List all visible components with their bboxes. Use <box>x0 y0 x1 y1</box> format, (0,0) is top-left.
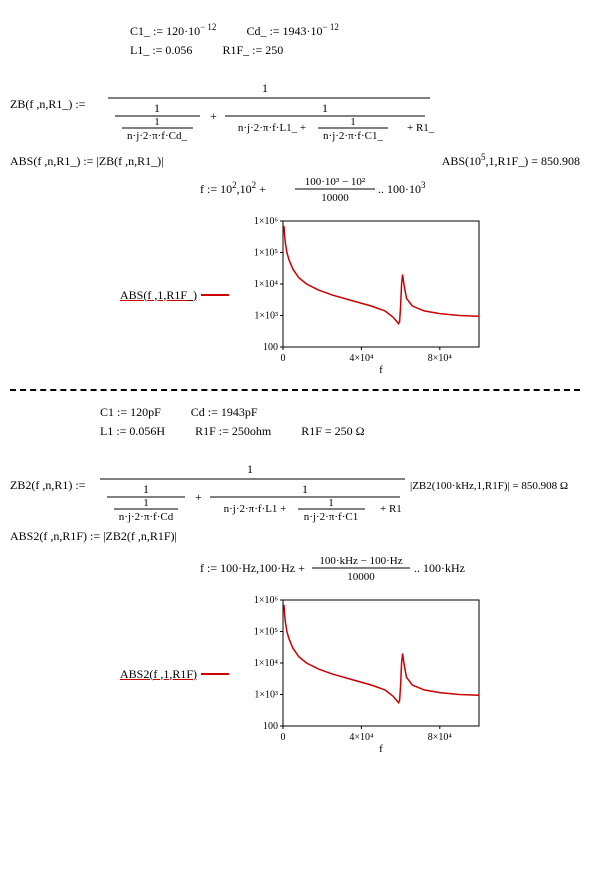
svg-text:1: 1 <box>247 462 253 476</box>
zb2-eval: |ZB2(100·kHz,1,R1F)| = 850.908 Ω <box>410 480 568 492</box>
svg-text:1×10⁶: 1×10⁶ <box>254 216 279 227</box>
cd-def2: Cd := 1943pF <box>191 405 258 420</box>
zb-right-mid: n·j·2·π·f·L1_ + <box>238 122 306 134</box>
zb-left-bot: n·j·2·π·f·Cd_ <box>127 130 187 142</box>
svg-text:1×10⁵: 1×10⁵ <box>254 248 278 259</box>
zb-left-inner-top: 1 <box>154 116 160 128</box>
svg-text:1: 1 <box>143 482 149 496</box>
plot2-legend-label: ABS2(f ,1,R1F) <box>120 667 197 682</box>
cd-exp: − 12 <box>323 22 339 32</box>
svg-text:f := 102,102 +: f := 102,102 + <box>200 180 266 196</box>
svg-text:0: 0 <box>281 732 286 743</box>
fdef1-svg: f := 102,102 + 100·10³ − 10² 10000 .. 10… <box>200 173 460 207</box>
r1f-def2: R1F := 250ohm <box>195 424 271 439</box>
svg-text:8×10⁴: 8×10⁴ <box>428 732 453 743</box>
svg-text:100: 100 <box>263 721 278 732</box>
svg-text:100: 100 <box>263 342 278 353</box>
svg-text:10000: 10000 <box>321 192 349 204</box>
svg-text:n·j·2·π·f·L1 +: n·j·2·π·f·L1 + <box>224 503 287 515</box>
svg-text:1×10⁵: 1×10⁵ <box>254 627 278 638</box>
svg-text:.. 100·kHz: .. 100·kHz <box>414 561 465 575</box>
l1-def2: L1 := 0.056H <box>100 424 165 439</box>
fdef2-svg: f := 100·Hz,100·Hz + 100·kHz − 100·Hz 10… <box>200 552 500 586</box>
svg-text:f: f <box>379 364 383 375</box>
cd-def: Cd_ := 1943·10− 12 <box>246 22 338 39</box>
svg-text:+ R1: + R1 <box>380 503 402 515</box>
f-def-2: f := 100·Hz,100·Hz + 100·kHz − 100·Hz 10… <box>200 552 580 586</box>
f-def-1: f := 102,102 + 100·10³ − 10² 10000 .. 10… <box>200 173 580 207</box>
svg-text:1×10⁶: 1×10⁶ <box>254 595 279 606</box>
l1-def: L1_ := 0.056 <box>130 43 192 58</box>
svg-text:4×10⁴: 4×10⁴ <box>349 732 374 743</box>
svg-text:+: + <box>195 490 202 504</box>
svg-text:1: 1 <box>328 497 334 509</box>
svg-text:n·j·2·π·f·C1: n·j·2·π·f·C1 <box>304 511 358 523</box>
zb2-formula-svg: ZB2(f ,n,R1) := 1 1 1 n·j·2·π·f·Cd + 1 n… <box>10 447 410 525</box>
zb-plus: + <box>210 109 217 123</box>
zb-formula-svg: ZB(f ,n,R1_) := 1 1 1 n·j·2·π·f·Cd_ + 1 … <box>10 66 440 144</box>
zb-num: 1 <box>262 81 268 95</box>
abs-eval: ABS(105,1,R1F_) = 850.908 <box>442 152 580 169</box>
svg-text:f: f <box>379 743 383 754</box>
svg-text:8×10⁴: 8×10⁴ <box>428 353 453 364</box>
plot2: 1×10⁶ 1×10⁵ 1×10⁴ 1×10³ 1000 4×10⁴ 8×10⁴ f <box>235 594 485 754</box>
svg-text:4×10⁴: 4×10⁴ <box>349 353 374 364</box>
svg-text:100·kHz − 100·Hz: 100·kHz − 100·Hz <box>319 555 402 567</box>
cd-text: Cd_ := 1943·10 <box>246 24 322 38</box>
zb-right-inner-top: 1 <box>350 116 356 128</box>
abs-def: ABS(f ,n,R1_) := |ZB(f ,n,R1_)| <box>10 154 164 169</box>
svg-text:0: 0 <box>281 353 286 364</box>
zb-right-top: 1 <box>322 101 328 115</box>
section2-defs: C1 := 120pF Cd := 1943pF L1 := 0.056H R1… <box>100 405 580 439</box>
r1f-def: R1F_ := 250 <box>222 43 283 58</box>
svg-text:.. 100·103: .. 100·103 <box>378 180 426 196</box>
zb-formula: ZB(f ,n,R1_) := 1 1 1 n·j·2·π·f·Cd_ + 1 … <box>10 66 580 144</box>
plot1-legend: ABS(f ,1,R1F_) <box>120 288 235 303</box>
svg-text:100·10³ − 10²: 100·10³ − 10² <box>305 176 366 188</box>
abs-def-row: ABS(f ,n,R1_) := |ZB(f ,n,R1_)| ABS(105,… <box>10 152 580 169</box>
zb-right-tail: + R1_ <box>407 122 435 134</box>
svg-text:10000: 10000 <box>347 571 375 583</box>
r1f-eval2: R1F = 250 Ω <box>301 424 364 439</box>
svg-text:1×10⁴: 1×10⁴ <box>254 279 279 290</box>
c1-def: C1_ := 120·10− 12 <box>130 22 216 39</box>
zb-right-inner-bot: n·j·2·π·f·C1_ <box>323 130 383 142</box>
plot2-legend: ABS2(f ,1,R1F) <box>120 667 235 682</box>
zb-label: ZB(f ,n,R1_) := <box>10 97 86 111</box>
svg-text:1×10³: 1×10³ <box>254 690 278 701</box>
svg-text:1×10³: 1×10³ <box>254 311 278 322</box>
section-divider <box>10 389 580 391</box>
svg-text:f := 100·Hz,100·Hz +: f := 100·Hz,100·Hz + <box>200 561 305 575</box>
svg-text:ZB2(f ,n,R1) :=: ZB2(f ,n,R1) := <box>10 478 86 492</box>
c1-def2: C1 := 120pF <box>100 405 161 420</box>
svg-text:1×10⁴: 1×10⁴ <box>254 658 279 669</box>
plot1-legend-label: ABS(f ,1,R1F_) <box>120 288 197 303</box>
svg-text:1: 1 <box>302 482 308 496</box>
c1-text: C1_ := 120·10 <box>130 24 200 38</box>
svg-text:1: 1 <box>143 497 149 509</box>
zb-left-top: 1 <box>154 101 160 115</box>
zb2-row: ZB2(f ,n,R1) := 1 1 1 n·j·2·π·f·Cd + 1 n… <box>10 447 580 525</box>
abs2-def: ABS2(f ,n,R1F) := |ZB2(f ,n,R1F)| <box>10 529 580 544</box>
svg-text:n·j·2·π·f·Cd: n·j·2·π·f·Cd <box>119 511 174 523</box>
plot1-row: ABS(f ,1,R1F_) 1×10⁶ 1×10⁵ 1×10⁴ 1×10³ 1000 4… <box>120 215 580 375</box>
section1-defs-row1: C1_ := 120·10− 12 Cd_ := 1943·10− 12 L1_… <box>130 22 580 58</box>
plot2-row: ABS2(f ,1,R1F) 1×10⁶ 1×10⁵ 1×10⁴ 1×10³ 1000 4… <box>120 594 580 754</box>
plot1: 1×10⁶ 1×10⁵ 1×10⁴ 1×10³ 1000 4×10⁴ 8×10⁴ f <box>235 215 485 375</box>
c1-exp: − 12 <box>200 22 216 32</box>
